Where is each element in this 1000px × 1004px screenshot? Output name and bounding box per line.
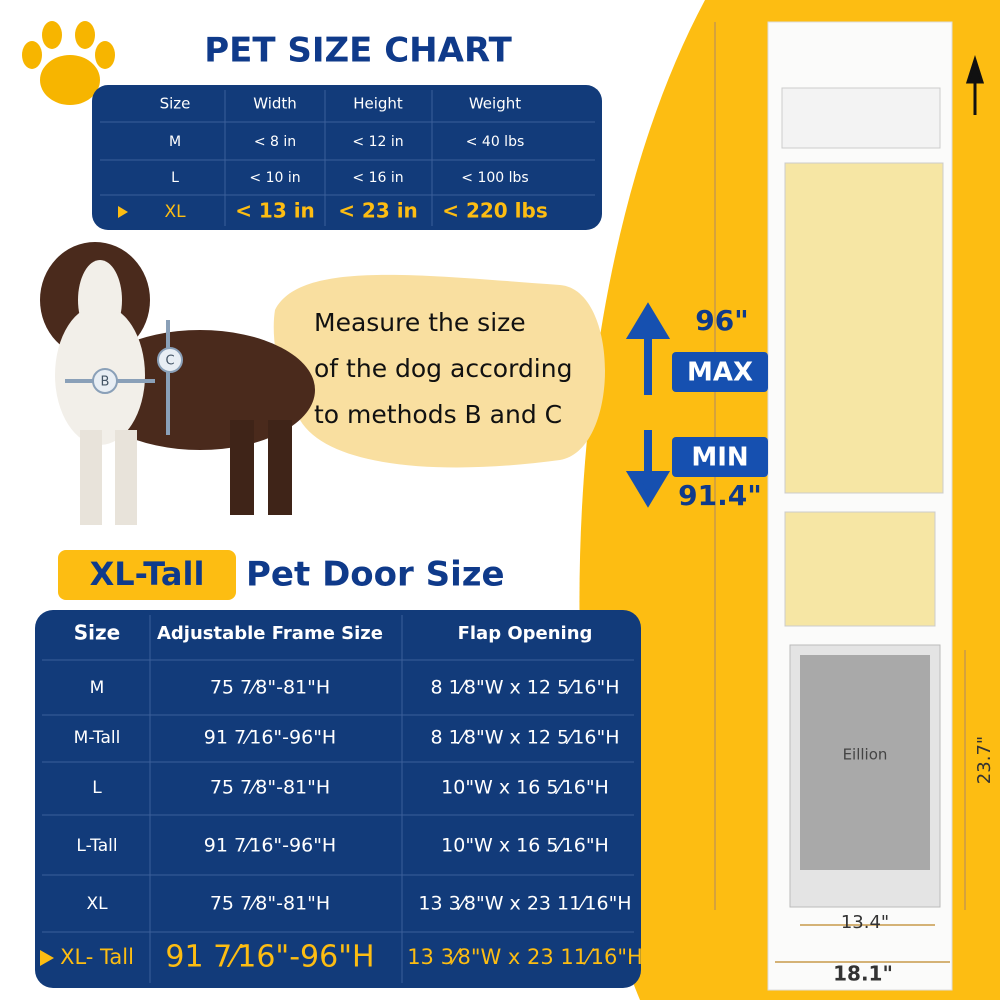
cell: < 8 in xyxy=(254,134,296,150)
label-c: C xyxy=(165,354,174,369)
cell: L xyxy=(171,170,179,186)
door-table xyxy=(35,610,641,988)
cell: < 23 in xyxy=(338,199,418,223)
measure-text: Measure the size xyxy=(314,308,526,337)
dog-photo xyxy=(40,242,315,525)
min-label: MIN xyxy=(691,443,748,473)
max-height: 96" xyxy=(695,304,749,337)
cell: < 10 in xyxy=(249,170,300,186)
min-height: 91.4" xyxy=(678,479,762,512)
highlight-box xyxy=(58,550,236,600)
cell: 75 7⁄8"-81"H xyxy=(210,677,330,699)
label-b: B xyxy=(101,375,110,390)
cell: 75 7⁄8"-81"H xyxy=(210,893,330,915)
cell: 10"W x 16 5⁄16"H xyxy=(441,835,609,857)
measure-text: of the dog according xyxy=(314,354,572,383)
speech-bubble xyxy=(273,274,605,468)
flap-width: 13.4" xyxy=(841,912,889,933)
door-illustration xyxy=(625,21,985,991)
cell: < 100 lbs xyxy=(461,170,528,186)
cell: 91 7⁄16"-96"H xyxy=(204,835,336,857)
brand: Eillion xyxy=(843,746,888,764)
cell: 8 1⁄8"W x 12 5⁄16"H xyxy=(430,677,619,699)
header-cell: Adjustable Frame Size xyxy=(157,623,383,644)
max-label: MAX xyxy=(687,358,753,388)
measure-text: to methods B and C xyxy=(314,400,562,429)
cell: XL xyxy=(86,894,108,914)
cell: < 40 lbs xyxy=(466,134,525,150)
flap-height: 23.7" xyxy=(974,736,995,784)
cell: < 12 in xyxy=(352,134,403,150)
header-cell: Size xyxy=(74,621,120,645)
cell: M xyxy=(169,134,181,150)
cell: M-Tall xyxy=(74,728,121,748)
cell: XL xyxy=(164,202,186,222)
cell: 75 7⁄8"-81"H xyxy=(210,777,330,799)
chart-title: PET SIZE CHART xyxy=(204,31,512,71)
cell: < 16 in xyxy=(352,170,403,186)
paw-icon xyxy=(22,21,115,105)
cell: L-Tall xyxy=(76,836,117,856)
header-cell: Height xyxy=(353,95,403,113)
header-cell: Width xyxy=(253,95,297,113)
door-title: Pet Door Size xyxy=(246,555,505,595)
cell: 91 7⁄16"-96"H xyxy=(204,727,336,749)
header-cell: Weight xyxy=(469,95,521,113)
cell: 10"W x 16 5⁄16"H xyxy=(441,777,609,799)
frame-width: 18.1" xyxy=(833,962,893,986)
cell: < 220 lbs xyxy=(442,199,548,223)
pointer-icon xyxy=(40,950,54,966)
cell: M xyxy=(90,678,105,698)
cell: < 13 in xyxy=(235,199,315,223)
header-cell: Flap Opening xyxy=(458,623,593,644)
cell: 13 3⁄8"W x 23 11⁄16"H xyxy=(418,893,631,915)
cell: XL- Tall xyxy=(60,945,134,969)
pointer-icon xyxy=(118,206,128,218)
cell: 8 1⁄8"W x 12 5⁄16"H xyxy=(430,727,619,749)
size-table xyxy=(92,85,602,230)
cell: L xyxy=(92,778,102,798)
highlight-text: XL-Tall xyxy=(90,555,205,593)
cell: 91 7⁄16"-96"H xyxy=(165,940,374,975)
header-cell: Size xyxy=(160,95,191,113)
cell: 13 3⁄8"W x 23 11⁄16"H xyxy=(407,945,643,969)
